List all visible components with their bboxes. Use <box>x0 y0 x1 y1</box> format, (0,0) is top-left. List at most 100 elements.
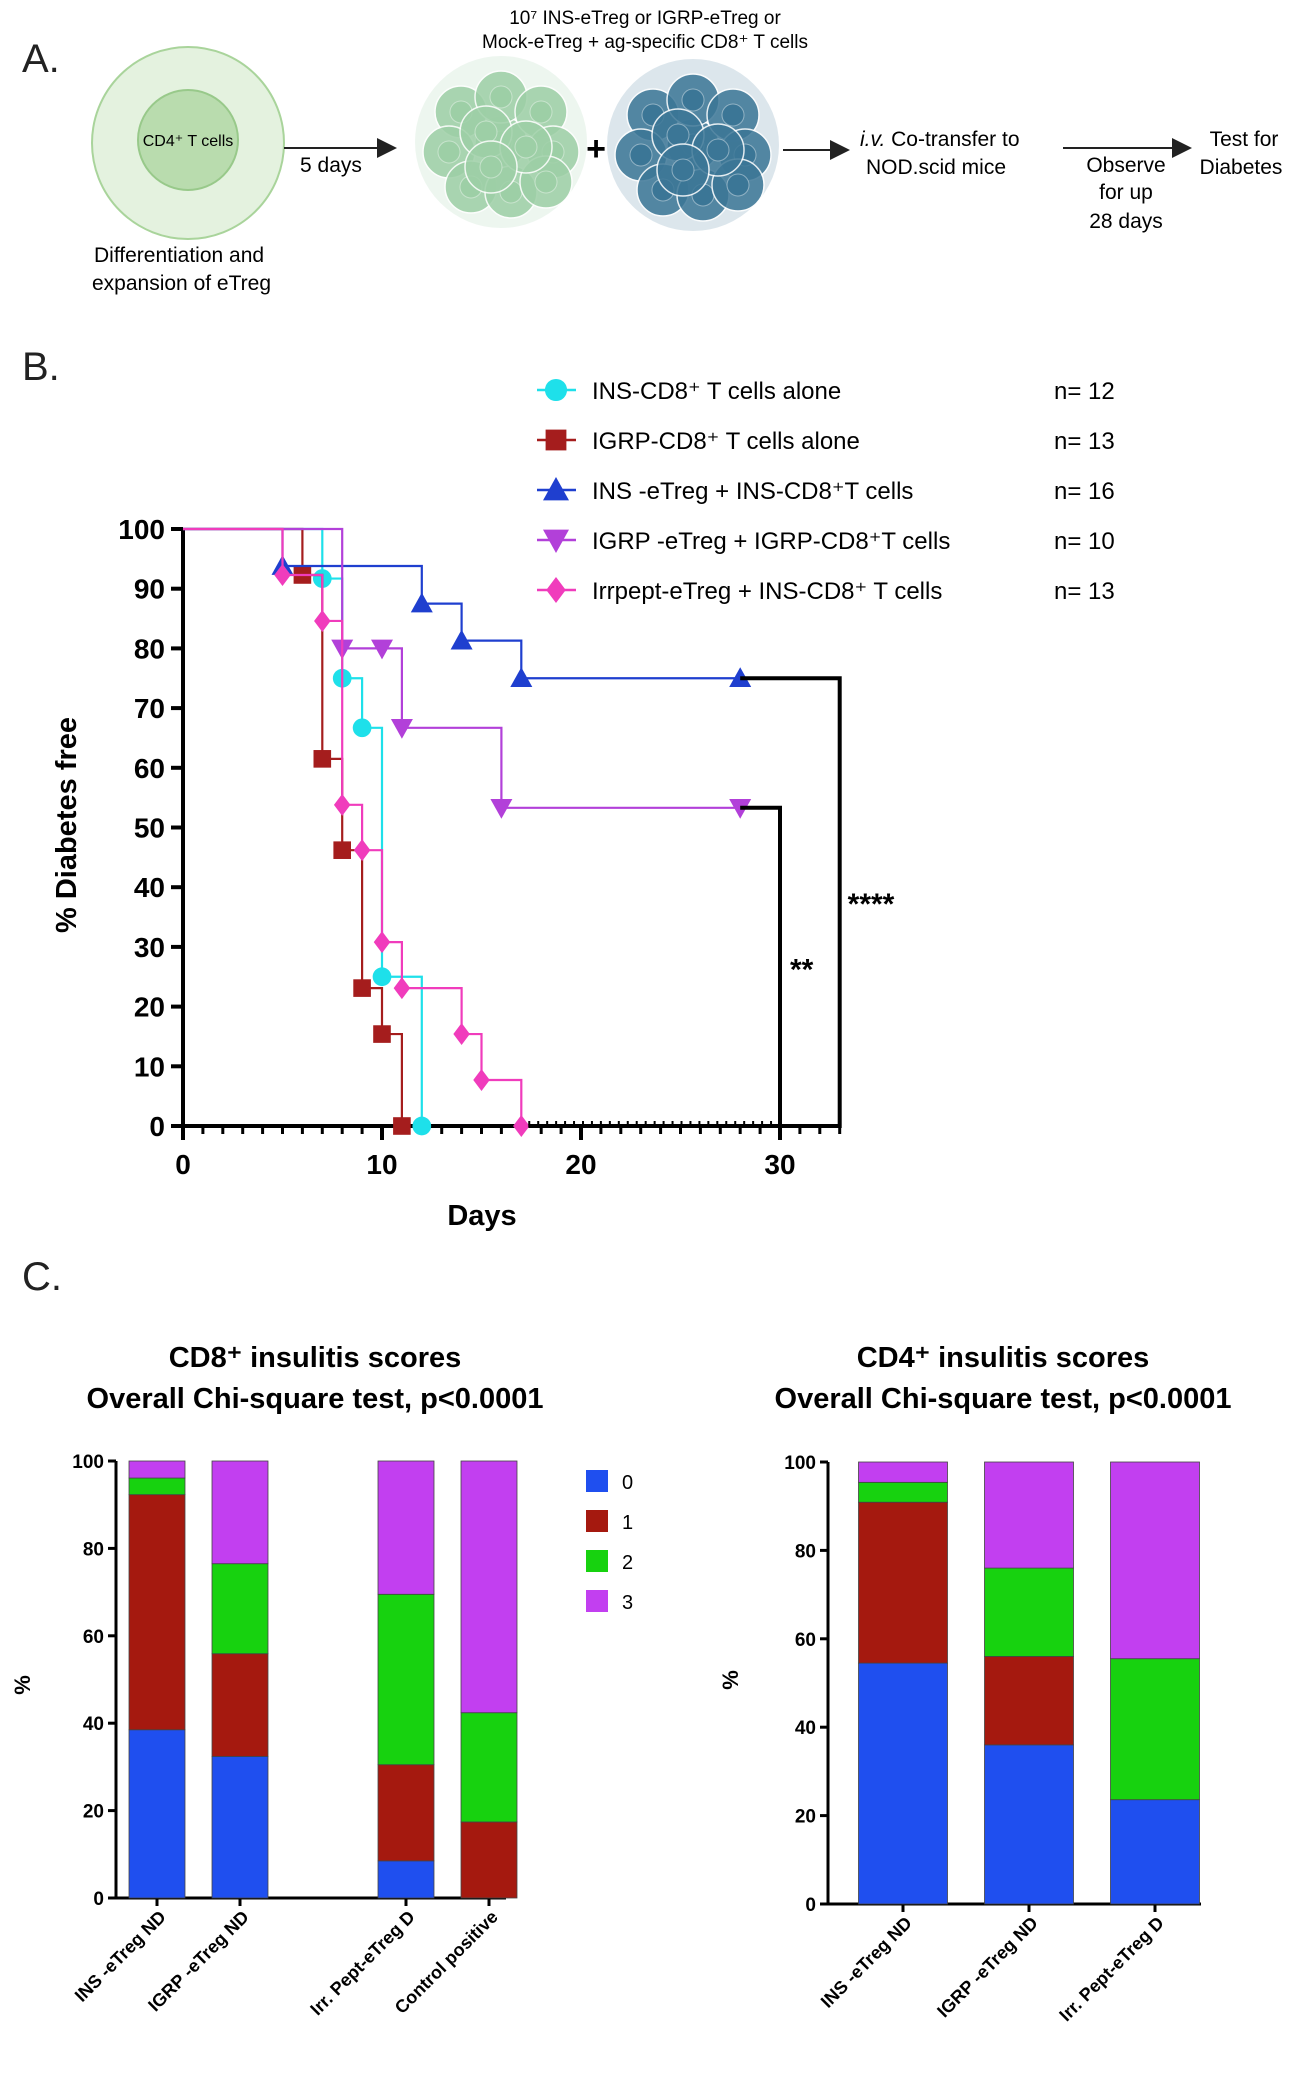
km-point-marker <box>490 798 513 819</box>
km-point-marker <box>450 629 473 650</box>
km-y-tick-label: 20 <box>134 992 165 1023</box>
cd8-legend-swatch <box>586 1550 608 1572</box>
cd4-bars <box>858 1461 1200 1905</box>
top-label-1: 10⁷ INS-eTreg or IGRP-eTreg or <box>509 8 781 29</box>
nod-label: NOD.scid mice <box>866 156 1006 179</box>
km-point-marker <box>333 841 351 859</box>
cd8-bar-segment-1 <box>377 1764 435 1862</box>
km-point-marker <box>372 967 392 987</box>
km-curve-line <box>183 527 523 1126</box>
km-point-marker <box>371 639 393 660</box>
cd4-bar-segment-0 <box>1110 1799 1200 1905</box>
km-legend-marker <box>543 529 569 553</box>
cd8-legend-item: 2 <box>586 1550 633 1574</box>
cd8-bar-segment-3 <box>211 1460 269 1565</box>
km-y-tick-label: 30 <box>134 932 165 963</box>
cd8-cell-nucleus <box>681 88 705 112</box>
km-legend-marker <box>546 577 566 603</box>
cd8-legend-swatch <box>586 1510 608 1532</box>
test-label-2: Diabetes <box>1200 156 1283 179</box>
etreg-cell-nucleus <box>489 85 513 109</box>
panel-c-letter: C. <box>22 1255 62 1299</box>
cd8-legend-swatch <box>586 1590 608 1612</box>
cd4-y-tick-label: 20 <box>795 1807 816 1828</box>
cd8-y-tick-label: 100 <box>72 1452 104 1473</box>
cd8-bar-segment-1 <box>211 1653 269 1757</box>
km-legend-label: IGRP-CD8⁺ T cells alone <box>592 428 860 455</box>
km-y-tick-label: 60 <box>134 753 165 784</box>
km-point-marker <box>393 1117 411 1135</box>
cd8-bar-segment-3 <box>128 1460 186 1479</box>
cd4-y-tick-label: 0 <box>805 1895 816 1916</box>
km-legend: INS-CD8⁺ T cells alone n= 12 IGRP-CD8⁺ T c… <box>537 378 1115 605</box>
cd8-bar-segment-3 <box>460 1460 518 1714</box>
cd8-legend-item: 3 <box>586 1590 633 1614</box>
km-point-marker <box>314 609 331 632</box>
cd4-bar-segment-1 <box>984 1656 1074 1746</box>
km-series-irrpept-etreg-ins-cd8-t-cells <box>183 527 530 1137</box>
km-legend-item: IGRP-CD8⁺ T cells alone n= 13 <box>537 428 1115 455</box>
km-y-tick-label: 70 <box>134 693 165 724</box>
cd8-bar-segment-2 <box>211 1563 269 1655</box>
km-x-tick-label: 10 <box>366 1149 397 1180</box>
km-point-marker <box>352 718 372 738</box>
cd8-legend-item: 0 <box>586 1470 633 1494</box>
km-legend-n: n= 12 <box>1054 378 1115 405</box>
cd8-cell-nucleus <box>671 158 695 182</box>
panel-a-letter: A. <box>22 37 60 81</box>
cd8-bar-segment-2 <box>128 1477 186 1496</box>
km-x-tick-label: 0 <box>175 1149 191 1180</box>
iv-text: i.v. <box>860 128 885 151</box>
km-legend-n: n= 13 <box>1054 578 1115 605</box>
km-legend-item: INS -eTreg + INS-CD8⁺T cells n= 16 <box>537 477 1115 505</box>
km-legend-label: Irrpept-eTreg + INS-CD8⁺ T cells <box>592 578 942 605</box>
km-legend-item: IGRP -eTreg + IGRP-CD8⁺T cells n= 10 <box>537 528 1115 555</box>
cd4-insulitis-chart: CD4⁺ insulitis scores Overall Chi-square… <box>718 1342 1231 2025</box>
cd4-x-tick-label: INS -eTreg ND <box>817 1913 916 2012</box>
differentiation-label-2: expansion of eTreg <box>92 272 271 295</box>
cd8-legend-label: 0 <box>622 1472 633 1494</box>
km-legend-item: INS-CD8⁺ T cells alone n= 12 <box>537 378 1115 405</box>
cd8-y-tick-label: 60 <box>83 1627 104 1648</box>
km-point-marker <box>473 1069 490 1092</box>
cd8-y-tick-label: 40 <box>83 1714 104 1735</box>
km-y-tick-label: 90 <box>134 574 165 605</box>
cd8-y-tick-label: 20 <box>83 1802 104 1823</box>
cd8-cell-cluster <box>607 59 779 231</box>
cd4-bar-group-igrp-etreg-nd <box>984 1461 1074 1905</box>
cd8-bar-group-irr-pept-etreg-d <box>377 1460 435 1899</box>
cd4-bar-segment-3 <box>984 1461 1074 1569</box>
km-point-marker <box>513 1115 530 1137</box>
km-series-igrp-etreg-igrp-cd8-t-cells <box>183 527 752 819</box>
cd8-bar-group-igrp-etreg-nd <box>211 1460 269 1899</box>
observe-label-3: 28 days <box>1089 210 1163 233</box>
km-y-tick-label: 40 <box>134 872 165 903</box>
km-series-ins-cd8-t-cells-alone <box>183 527 432 1136</box>
cd8-bar-segment-2 <box>377 1593 435 1766</box>
km-point-marker <box>373 1025 391 1043</box>
km-y-axis-label: % Diabetes free <box>51 717 83 933</box>
cd4-bar-segment-3 <box>858 1461 948 1483</box>
cd8-legend-swatch <box>586 1470 608 1492</box>
km-curve-line <box>183 527 423 1126</box>
km-legend-n: n= 16 <box>1054 478 1115 505</box>
etreg-cell-nucleus <box>514 135 538 159</box>
cd8-bar-segment-0 <box>211 1756 269 1899</box>
cd8-bars <box>128 1460 518 1899</box>
cd8-bar-group-control-positive <box>460 1460 518 1899</box>
cd4-bar-segment-2 <box>858 1481 948 1503</box>
cd8-legend-label: 3 <box>622 1592 633 1614</box>
cd8-bar-segment-1 <box>128 1494 186 1731</box>
km-x-tick-label: 30 <box>764 1149 795 1180</box>
cd8-insulitis-chart: CD8⁺ insulitis scores Overall Chi-square… <box>10 1342 633 2019</box>
plus-sign: + <box>586 130 606 168</box>
cd4-bar-group-ins-etreg-nd <box>858 1461 948 1905</box>
cd8-legend-label: 2 <box>622 1552 633 1574</box>
cd4-bar-segment-3 <box>1110 1461 1200 1660</box>
km-point-marker <box>410 592 433 613</box>
schematic: CD4⁺ T cells Differentiation and expansi… <box>91 8 1283 295</box>
km-point-marker <box>313 750 332 768</box>
km-curves <box>183 527 773 1137</box>
cd8-legend-label: 1 <box>622 1512 633 1534</box>
